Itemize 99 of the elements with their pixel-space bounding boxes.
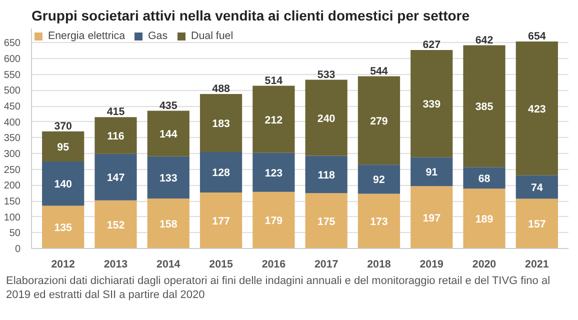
total-label: 488 [212, 83, 230, 96]
legend-label: Gas [148, 30, 168, 42]
x-tick-label: 2018 [367, 258, 391, 270]
chart-title: Gruppi societari attivi nella vendita ai clienti domestici per settore [32, 8, 470, 24]
data-label: 179 [264, 215, 283, 228]
legend-label: Dual fuel [191, 30, 234, 42]
data-label: 423 [528, 103, 546, 116]
bar [94, 154, 137, 200]
y-tick-label: 500 [4, 86, 21, 97]
bar [42, 131, 84, 162]
x-tick-label: 2013 [104, 258, 128, 270]
bar [200, 192, 242, 248]
data-label: 339 [422, 98, 441, 111]
y-tick-label: 200 [4, 180, 21, 192]
bar [463, 167, 506, 189]
total-label: 370 [54, 120, 72, 132]
bar [463, 45, 506, 168]
data-label: 212 [264, 114, 283, 126]
data-label: 118 [318, 169, 335, 182]
y-tick-label: 300 [4, 149, 21, 160]
y-tick-label: 350 [4, 133, 21, 144]
bar [42, 206, 84, 248]
data-label: 123 [264, 167, 283, 180]
total-label: 533 [317, 68, 336, 81]
data-label: 189 [475, 214, 494, 226]
y-tick-label: 450 [4, 102, 21, 113]
data-label: 158 [159, 218, 178, 230]
total-label: 514 [264, 74, 283, 87]
bar [305, 193, 348, 248]
total-label: 642 [475, 34, 494, 46]
data-label: 279 [370, 115, 388, 128]
total-label: 627 [422, 39, 441, 52]
y-tick-label: 650 [4, 38, 21, 50]
y-tick-label: 600 [4, 54, 21, 66]
data-label: 240 [317, 112, 336, 125]
bar [516, 198, 558, 248]
data-label: 197 [422, 212, 441, 224]
data-label: 385 [475, 101, 494, 114]
bar [147, 156, 190, 198]
data-label: 95 [57, 141, 70, 154]
data-label: 92 [373, 174, 385, 186]
bar [147, 110, 190, 156]
bar [358, 194, 400, 248]
y-tick-label: 100 [4, 212, 21, 224]
data-label: 68 [478, 172, 490, 185]
total-label: 435 [159, 100, 178, 112]
data-label: 147 [106, 172, 125, 184]
data-label: 177 [212, 215, 230, 228]
x-tick-label: 2020 [472, 258, 496, 270]
data-label: 133 [159, 172, 178, 184]
data-label: 175 [317, 216, 336, 228]
x-tick-label: 2021 [525, 258, 549, 270]
x-tick-label: 2014 [156, 258, 180, 270]
data-label: 128 [212, 167, 230, 180]
bar [252, 152, 295, 192]
bar [516, 41, 558, 176]
data-label: 116 [107, 130, 124, 142]
data-label: 74 [530, 182, 543, 194]
data-label: 183 [212, 118, 230, 130]
x-tick-label: 2016 [262, 258, 286, 270]
y-tick-label: 250 [4, 164, 21, 176]
y-tick-label: 400 [4, 117, 21, 128]
text: Elaborazioni dati dichiarati dagli operatori ai fini delle indagini annuali e del monitoraggio retail e del TIVG fino al 2019 ed estratti dal SII a partire dal 2020 [6, 275, 552, 302]
y-tick-label: 150 [4, 196, 21, 208]
total-label: 415 [106, 106, 125, 118]
data-label: 173 [370, 216, 388, 228]
data-label: 152 [106, 219, 125, 232]
legend-label: Energia elettrica [48, 30, 126, 42]
bar [42, 161, 84, 206]
bar [358, 164, 400, 194]
x-tick-label: 2012 [51, 258, 76, 270]
bar [516, 175, 558, 199]
data-label: 135 [54, 222, 72, 234]
bar [410, 157, 453, 186]
bar [94, 117, 137, 154]
data-label: 144 [159, 128, 178, 141]
total-label: 544 [370, 65, 388, 78]
bar [358, 76, 400, 165]
bar [200, 152, 242, 192]
bar [305, 80, 348, 156]
data-label: 157 [528, 218, 546, 231]
x-tick-label: 2019 [420, 258, 444, 270]
y-tick-label: 50 [9, 228, 21, 240]
bar [410, 186, 453, 248]
data-label: 91 [426, 166, 438, 179]
bar [410, 50, 453, 158]
x-tick-label: 2017 [314, 258, 338, 270]
data-label: 140 [54, 178, 72, 191]
bar [252, 86, 295, 153]
bar [463, 188, 506, 248]
y-tick-label: 550 [4, 70, 21, 81]
bar [305, 156, 348, 194]
bar [200, 94, 242, 152]
x-tick-label: 2015 [209, 258, 233, 270]
bar [252, 192, 295, 248]
bar [147, 198, 190, 248]
total-label: 654 [528, 30, 546, 43]
bar [94, 200, 137, 248]
y-tick-label: 0 [14, 244, 21, 255]
